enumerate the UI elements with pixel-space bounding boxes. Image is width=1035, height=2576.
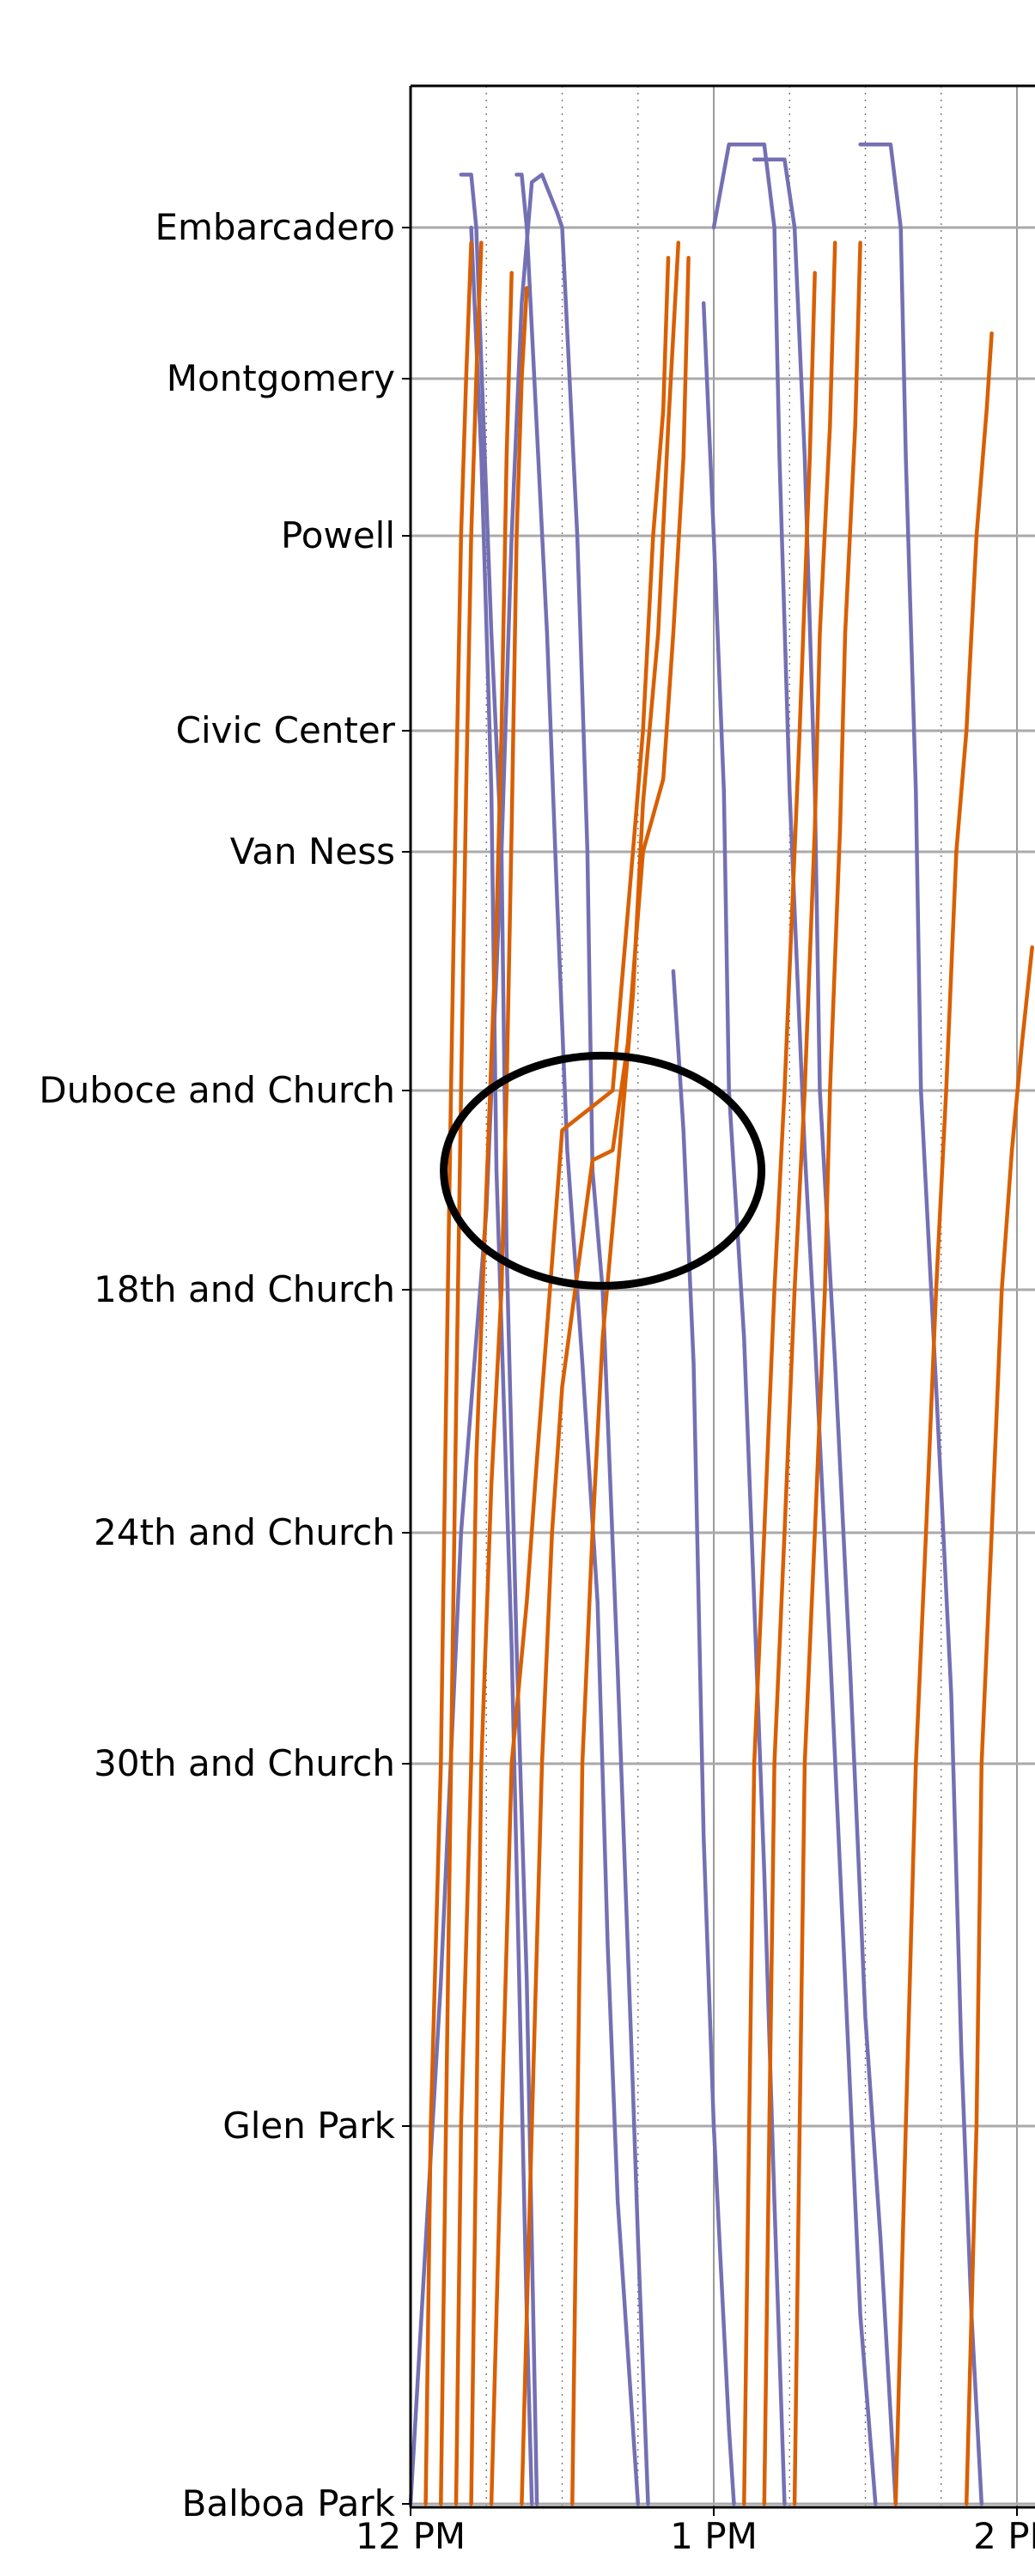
station-label: Montgomery: [167, 357, 395, 399]
train-series-outbound: [858, 142, 984, 2506]
station-label: Civic Center: [176, 709, 396, 751]
station-label: Embarcadero: [155, 206, 395, 248]
station-labels: Embarcadero Montgomery Powell Civic Center V…: [39, 206, 395, 2524]
time-label: 1 PM: [670, 2515, 758, 2557]
annotations: [440, 1051, 766, 1290]
train-series-outbound: [459, 173, 539, 2506]
time-labels: 12 PM 1 PM 2 PM: [356, 2515, 1035, 2557]
station-label: 24th and Church: [94, 1511, 395, 1553]
train-series-inbound: [439, 240, 484, 2506]
train-series-outbound: [514, 173, 641, 2506]
train-series-inbound: [454, 270, 514, 2506]
station-label: 30th and Church: [94, 1742, 395, 1784]
grid: [411, 86, 1035, 2507]
station-label: Glen Park: [222, 2105, 395, 2147]
time-label: 2 PM: [973, 2515, 1035, 2557]
train-series-inbound: [964, 945, 1034, 2506]
train-series-inbound: [489, 255, 671, 2506]
station-label: Duboce and Church: [39, 1069, 395, 1111]
station-label: Powell: [281, 514, 395, 556]
train-series-inbound: [520, 255, 691, 2506]
train-series-outbound: [752, 157, 898, 2506]
station-label: 18th and Church: [94, 1268, 395, 1310]
train-lines: [408, 142, 1034, 2506]
annotation-ellipse: [440, 1051, 766, 1290]
station-label: Balboa Park: [182, 2482, 396, 2524]
train-series-outbound: [671, 969, 736, 2506]
train-series-inbound: [469, 286, 529, 2506]
train-series-inbound: [570, 240, 681, 2506]
train-series-outbound: [711, 142, 878, 2506]
train-series-inbound: [423, 240, 473, 2506]
train-series-inbound: [762, 240, 837, 2506]
axes: [402, 84, 1035, 2516]
train-series-inbound: [893, 331, 994, 2506]
train-series-inbound: [742, 270, 817, 2506]
train-series-inbound: [792, 240, 862, 2506]
station-label: Van Ness: [230, 830, 395, 872]
time-label: 12 PM: [356, 2515, 466, 2557]
